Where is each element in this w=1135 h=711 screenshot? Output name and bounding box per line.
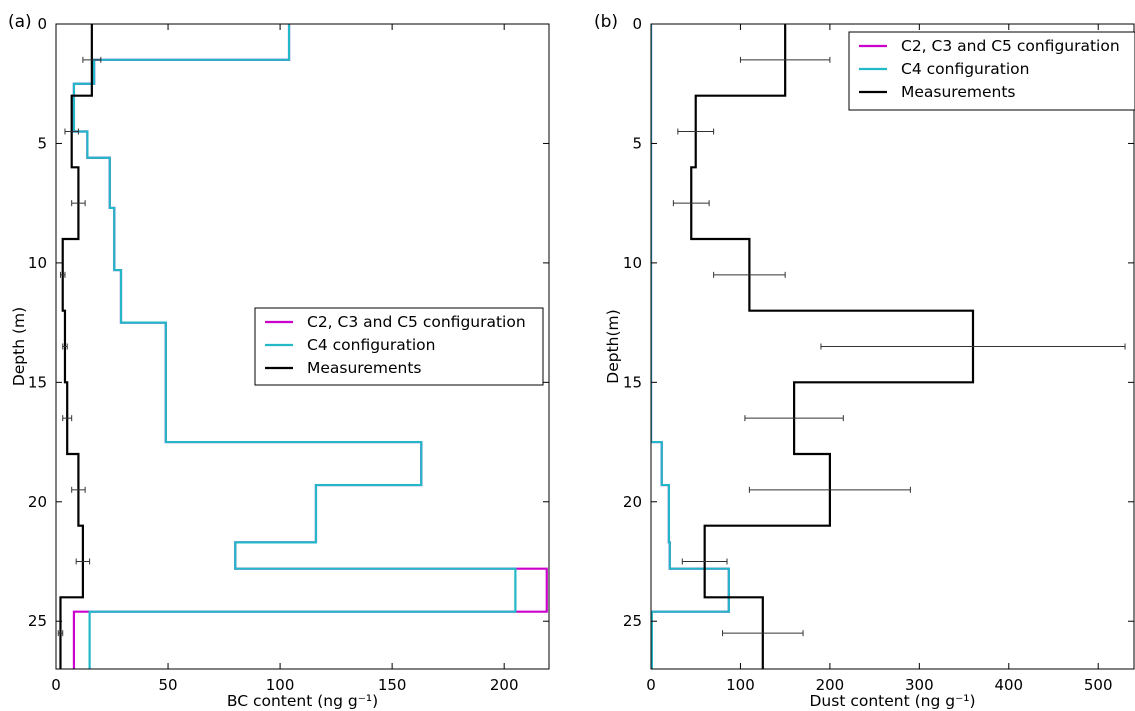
legend-box [254,307,544,386]
y-tick-label: 5 [632,134,642,152]
x-tick-label: 0 [51,676,61,694]
panel-b: 0 100 200 300 400 500 0 5 10 15 20 25 Dust content (… [594,12,1135,710]
x-tick-label: 100 [726,676,755,694]
axes-frame [55,23,550,670]
error-bar [59,271,66,278]
plot-area [57,24,548,669]
y-tick-label: 25 [28,612,47,630]
error-bar [71,486,86,493]
legend-box [848,31,1135,111]
y-axis-label: Depth (m) [10,307,28,386]
error-bar [672,200,710,207]
x-tick-label: 100 [266,676,295,694]
x-axis-label: Dust content (ng g⁻¹) [809,692,975,710]
x-tick-label: 400 [994,676,1023,694]
series-line-c4 [72,24,517,669]
y-tick-label: 0 [37,15,47,33]
series-line-measurements [59,24,93,669]
y-tick-label: 0 [632,15,642,33]
x-tick-label: 500 [1084,676,1113,694]
legend-entry: C2, C3 and C5 configuration [307,313,526,331]
error-bar [722,630,804,637]
series-line-c2-c3-c5 [651,24,730,669]
x-tick-label: 150 [378,676,407,694]
x-tick-label: 200 [490,676,519,694]
error-bar [62,415,73,422]
y-tick-label: 15 [28,373,47,391]
error-bar [748,486,911,493]
y-tick-label: 15 [623,373,642,391]
legend: C2, C3 and C5 configuration C4 configurat… [848,31,1135,111]
error-bar [62,343,68,350]
legend-entry: C2, C3 and C5 configuration [901,37,1120,55]
x-tick-label: 0 [646,676,656,694]
error-bar [677,128,715,135]
legend-entry: C4 configuration [307,336,435,354]
y-tick-label: 20 [28,493,47,511]
panel-label: (b) [594,12,618,32]
error-bar [71,200,86,207]
y-tick-label: 25 [623,612,642,630]
y-tick-label: 10 [623,254,642,272]
error-bar [744,415,844,422]
panel-a: 0 50 100 150 200 0 5 10 15 20 25 BC content (ng g⁻¹… [8,12,550,710]
y-tick-label: 20 [623,493,642,511]
legend: C2, C3 and C5 configuration C4 configurat… [254,307,544,386]
error-bar [681,558,728,565]
legend-entry: Measurements [307,359,422,377]
legend-entry: C4 configuration [901,60,1029,78]
error-bar [82,56,102,63]
error-bar [820,343,1126,350]
panel-label: (a) [8,12,32,32]
error-bar [739,56,831,63]
y-tick-label: 10 [28,254,47,272]
x-axis-label: BC content (ng g⁻¹) [227,692,378,710]
x-tick-label: 50 [158,676,177,694]
x-tick-label: 300 [905,676,934,694]
y-axis-label: Depth(m) [604,309,622,383]
x-tick-label: 200 [816,676,845,694]
error-bar [64,128,79,135]
series-line-c4 [651,24,730,669]
error-bar [713,271,786,278]
error-bar [75,558,91,565]
axes-frame [650,23,1135,670]
error-bar [57,630,64,637]
plot-area [651,24,1126,669]
legend-entry: Measurements [901,83,1016,101]
y-tick-label: 5 [37,134,47,152]
